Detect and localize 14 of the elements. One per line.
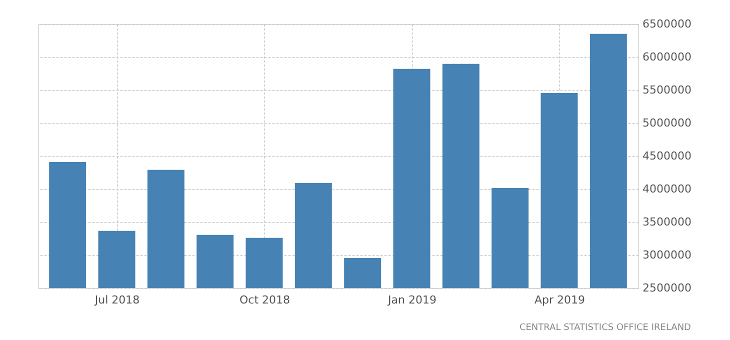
x-tick-label: Apr 2019 [534, 294, 586, 306]
y-tick-label: 6000000 [642, 50, 692, 64]
y-tick-label: 6500000 [642, 18, 692, 30]
y-tick-label: 3500000 [642, 216, 692, 228]
y-tick-label: 4500000 [642, 150, 692, 162]
y-tick-label: 2500000 [642, 282, 692, 294]
y-tick-label: 3000000 [642, 248, 692, 262]
y-tick-label: 5500000 [642, 84, 692, 96]
y-tick-label: 5000000 [642, 116, 692, 130]
x-tick-label: Jan 2019 [387, 294, 436, 306]
y-tick-label: 4000000 [642, 182, 692, 196]
x-tick-label: Oct 2018 [239, 294, 290, 306]
text: CENTRAL STATISTICS OFFICE IRELAND [519, 323, 692, 333]
x-tick-label: Jul 2018 [94, 294, 140, 306]
